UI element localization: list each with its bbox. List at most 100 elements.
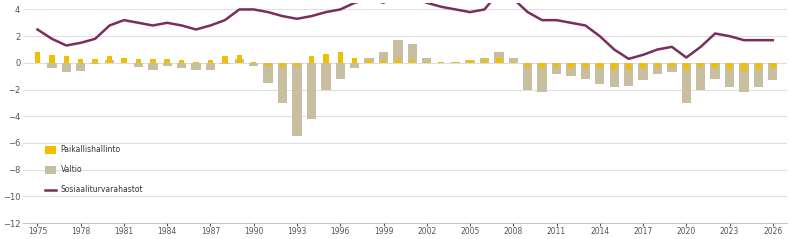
Text: Paikallishallinto: Paikallishallinto [61,145,121,154]
Bar [482,59,487,63]
Bar [206,63,215,70]
Bar [409,60,415,63]
Bar [655,63,660,67]
Bar [136,59,141,63]
Bar [395,59,401,63]
Bar [264,63,273,83]
Bar [552,63,561,74]
Bar [540,63,545,68]
Bar [754,63,763,87]
Bar [62,63,71,72]
Bar [669,63,675,67]
Bar [696,63,705,90]
Bar [725,63,734,87]
Bar [121,58,126,63]
Bar [208,60,213,63]
Bar [583,63,588,68]
Bar [510,61,516,63]
Bar [236,55,242,63]
Bar [194,61,199,63]
Bar [537,63,547,92]
Bar [63,56,69,63]
Bar [92,59,98,63]
Bar [177,63,186,68]
Bar [47,63,57,68]
Bar [768,63,777,80]
Bar [638,63,648,80]
Bar [509,58,518,63]
Bar [611,63,617,70]
Bar [641,63,645,68]
Bar [682,63,691,103]
Bar [453,61,458,63]
Bar [451,61,461,63]
Bar [495,52,503,63]
Bar [150,59,156,63]
Bar [525,63,530,67]
Bar [278,63,288,103]
Bar [191,63,201,70]
Bar [467,60,472,63]
Bar [379,52,388,63]
Bar [465,60,475,63]
Bar [741,63,747,71]
Bar [350,63,359,68]
Bar [337,52,343,63]
Bar [710,63,720,79]
Bar [249,63,258,65]
Bar [597,63,603,68]
Bar [280,63,285,67]
Bar [756,63,761,70]
Bar [149,63,157,70]
Bar [91,63,100,64]
Bar [294,63,299,65]
Bar [393,40,403,63]
Bar [480,58,489,63]
Bar [163,63,172,65]
Bar [727,63,732,70]
Text: Valtio: Valtio [61,165,82,174]
Bar [309,56,314,63]
Bar [408,44,417,63]
Bar [624,63,634,86]
Bar [292,63,302,136]
Bar [581,63,590,79]
Bar [78,59,84,63]
Bar [595,63,604,84]
Bar [713,63,718,68]
Bar [179,60,184,63]
FancyBboxPatch shape [45,166,56,174]
Bar [698,63,703,67]
Text: Sosiaaliturvarahastot: Sosiaaliturvarahastot [61,185,143,194]
Bar [424,61,430,63]
Bar [610,63,619,87]
Bar [683,63,689,70]
Bar [49,55,55,63]
Bar [134,63,143,67]
Bar [381,60,386,63]
Bar [367,60,372,63]
Bar [626,63,631,70]
Bar [422,58,431,63]
Bar [352,58,357,63]
Bar [568,63,574,68]
Bar [164,59,170,63]
Bar [364,58,374,63]
Bar [668,63,676,72]
Bar [251,61,257,63]
Bar [653,63,662,74]
Bar [307,63,316,119]
Bar [322,63,330,90]
Bar [220,63,230,64]
Bar [770,63,776,68]
Bar [336,63,345,79]
Bar [496,58,502,63]
Bar [523,63,532,90]
Bar [107,56,112,63]
Bar [35,52,40,63]
Bar [76,63,85,71]
Bar [323,54,329,63]
Bar [235,59,244,63]
Bar [566,63,576,76]
FancyBboxPatch shape [45,146,56,154]
